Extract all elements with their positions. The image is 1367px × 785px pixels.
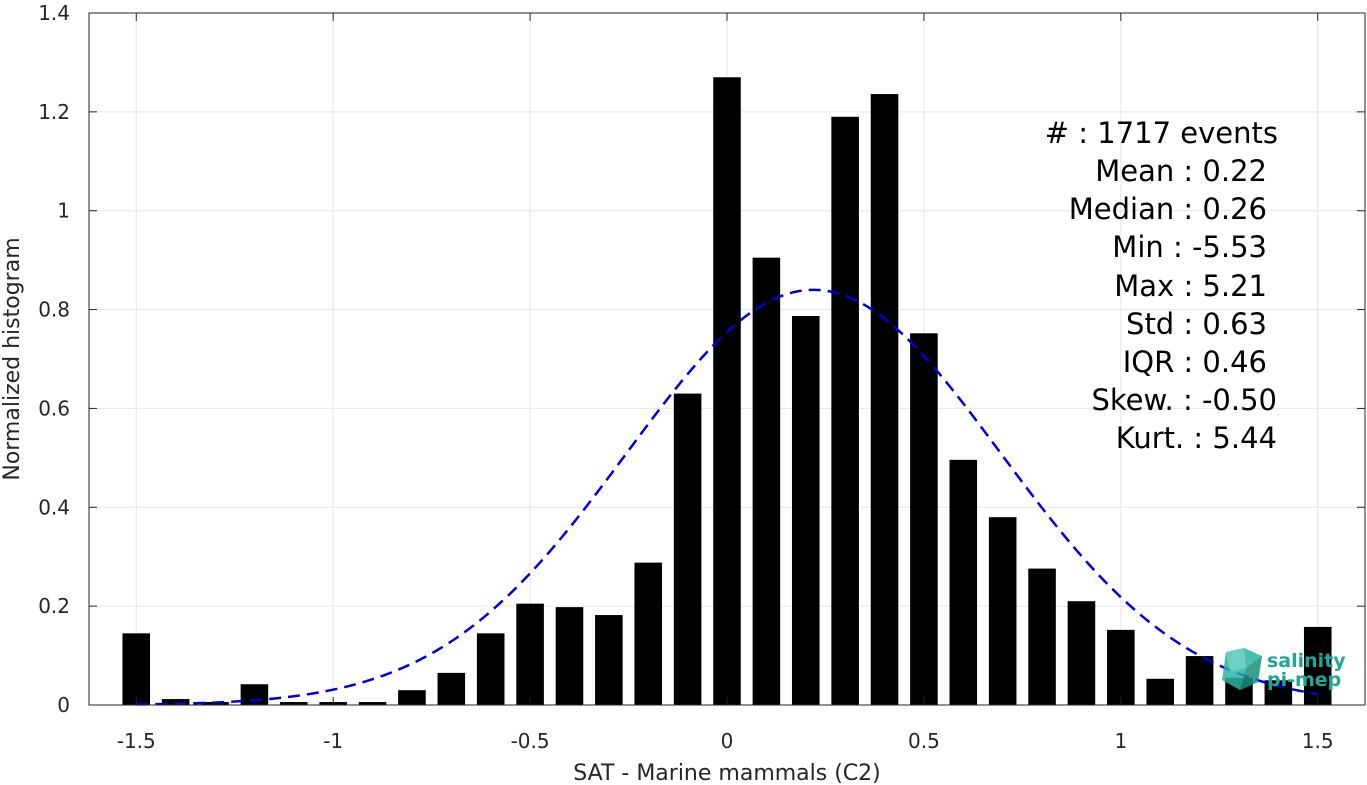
histogram-bar [910, 333, 938, 705]
x-tick-label: 1.5 [1302, 729, 1334, 753]
histogram-bar [1028, 568, 1056, 705]
stats-kurt: Kurt. : 5.44 [1116, 421, 1277, 455]
y-tick-label: 0.6 [38, 396, 70, 420]
histogram-bar [122, 633, 151, 705]
bars [122, 77, 1332, 706]
histogram-bar [870, 94, 899, 705]
logo-line2: pi-mep [1267, 669, 1341, 691]
stats-skew: Skew. : -0.50 [1091, 383, 1277, 417]
ticks: -1.5 -1 -0.5 0 0.5 1 1.5 0 0.2 0.4 0.6 0.8 1 1.2 1.4 [38, 1, 1365, 753]
histogram-bar [555, 607, 584, 705]
x-tick-label: -1.5 [117, 729, 156, 753]
histogram-bar [161, 699, 190, 705]
histogram-bar [1107, 629, 1135, 705]
y-tick-label: 0 [57, 693, 70, 717]
histogram-bar [1067, 601, 1096, 705]
stats-median: Median : 0.26 [1069, 192, 1267, 226]
histogram-bar [1264, 680, 1293, 705]
logo-cube-icon [1222, 648, 1262, 690]
histogram-bar [398, 690, 426, 705]
stats-min: Min : -5.53 [1112, 230, 1267, 264]
salinity-pimep-logo: salinity pi-mep [1222, 648, 1346, 691]
histogram-bar [1146, 678, 1174, 705]
histogram-bar [988, 517, 1017, 705]
x-tick-label: 0 [721, 729, 734, 753]
y-tick-label: 0.4 [38, 495, 70, 519]
histogram-bar [791, 315, 820, 705]
y-tick-label: 1.4 [38, 1, 70, 25]
normal-fit-curve [136, 288, 1318, 706]
histogram-bar [437, 672, 466, 705]
stats-std: Std : 0.63 [1126, 307, 1267, 341]
y-axis-label: Normalized histogram [0, 237, 25, 480]
y-tick-label: 1.2 [38, 100, 70, 124]
histogram-bar [280, 702, 308, 705]
histogram-bar [358, 702, 387, 705]
stats-box: # : 1717 events Mean : 0.22 Median : 0.2… [1045, 116, 1278, 455]
histogram-bar [634, 562, 663, 705]
histogram-bar [240, 684, 269, 705]
histogram-bar [516, 603, 544, 705]
histogram-bar [1303, 626, 1332, 705]
stats-max: Max : 5.21 [1114, 269, 1267, 303]
x-axis-label: SAT - Marine mammals (C2) [573, 761, 881, 785]
histogram-bar [673, 393, 702, 705]
logo-line1: salinity [1267, 650, 1346, 672]
stats-mean: Mean : 0.22 [1095, 154, 1267, 188]
histogram-bar [752, 257, 781, 705]
histogram-bar [831, 116, 859, 706]
y-tick-label: 1 [57, 199, 70, 223]
histogram-bar [595, 615, 623, 705]
x-tick-label: -0.5 [511, 729, 550, 753]
x-tick-label: 0.5 [908, 729, 940, 753]
histogram-bar [476, 633, 505, 705]
histogram-bar [949, 459, 978, 705]
stats-iqr: IQR : 0.46 [1123, 345, 1267, 379]
y-tick-label: 0.8 [38, 298, 70, 322]
x-tick-label: 1 [1114, 729, 1127, 753]
histogram-bar [713, 77, 741, 705]
x-tick-label: -1 [323, 729, 343, 753]
stats-count: # : 1717 events [1045, 116, 1278, 150]
y-tick-label: 0.2 [38, 594, 70, 618]
histogram-bar [1185, 656, 1214, 705]
